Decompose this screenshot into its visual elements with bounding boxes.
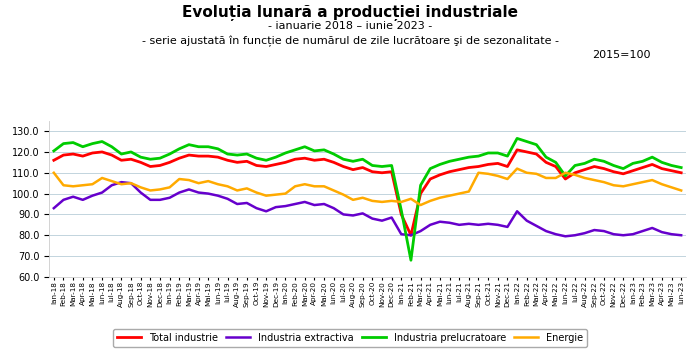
Line: Energie: Energie <box>54 169 681 205</box>
Total industrie <box>98 150 106 154</box>
Text: - serie ajustată în funcție de numărul de zile lucrătoare şi de sezonalitate -: - serie ajustată în funcție de numărul d… <box>141 36 559 47</box>
Legend: Total industrie, Industria extractiva, Industria prelucratoare, Energie: Total industrie, Industria extractiva, I… <box>113 329 587 346</box>
Industria extractiva <box>552 232 560 236</box>
Industria extractiva <box>561 234 570 239</box>
Total industrie <box>243 159 251 163</box>
Total industrie <box>50 158 58 162</box>
Total industrie <box>407 233 415 237</box>
Industria prelucratoare <box>50 149 58 153</box>
Energie <box>98 176 106 180</box>
Industria prelucratoare <box>320 148 328 152</box>
Energie <box>513 166 522 171</box>
Industria prelucratoare <box>407 258 415 262</box>
Energie <box>416 203 425 207</box>
Industria extractiva <box>252 206 260 210</box>
Industria prelucratoare <box>677 165 685 170</box>
Industria extractiva <box>677 233 685 237</box>
Energie <box>330 189 338 193</box>
Industria prelucratoare <box>561 174 570 178</box>
Industria prelucratoare <box>513 136 522 141</box>
Industria prelucratoare <box>330 152 338 156</box>
Industria extractiva <box>98 190 106 195</box>
Line: Industria prelucratoare: Industria prelucratoare <box>54 138 681 260</box>
Text: - ianuarie 2018 – iunie 2023 -: - ianuarie 2018 – iunie 2023 - <box>268 21 432 31</box>
Industria prelucratoare <box>204 144 213 149</box>
Industria prelucratoare <box>243 152 251 156</box>
Energie <box>243 186 251 191</box>
Energie <box>204 179 213 183</box>
Text: 2015=100: 2015=100 <box>592 50 651 60</box>
Line: Industria extractiva: Industria extractiva <box>54 182 681 236</box>
Industria extractiva <box>330 206 338 210</box>
Line: Total industrie: Total industrie <box>54 150 681 235</box>
Energie <box>561 171 570 175</box>
Total industrie <box>513 148 522 152</box>
Industria extractiva <box>117 180 125 184</box>
Industria prelucratoare <box>98 140 106 144</box>
Total industrie <box>320 157 328 162</box>
Total industrie <box>330 160 338 164</box>
Energie <box>677 189 685 193</box>
Industria extractiva <box>340 212 348 217</box>
Industria extractiva <box>214 193 222 198</box>
Total industrie <box>204 154 213 158</box>
Total industrie <box>561 177 570 181</box>
Energie <box>50 171 58 175</box>
Total industrie <box>677 171 685 175</box>
Text: Evoluția lunară a producției industriale: Evoluția lunară a producției industriale <box>182 5 518 21</box>
Energie <box>320 184 328 189</box>
Industria extractiva <box>50 206 58 210</box>
